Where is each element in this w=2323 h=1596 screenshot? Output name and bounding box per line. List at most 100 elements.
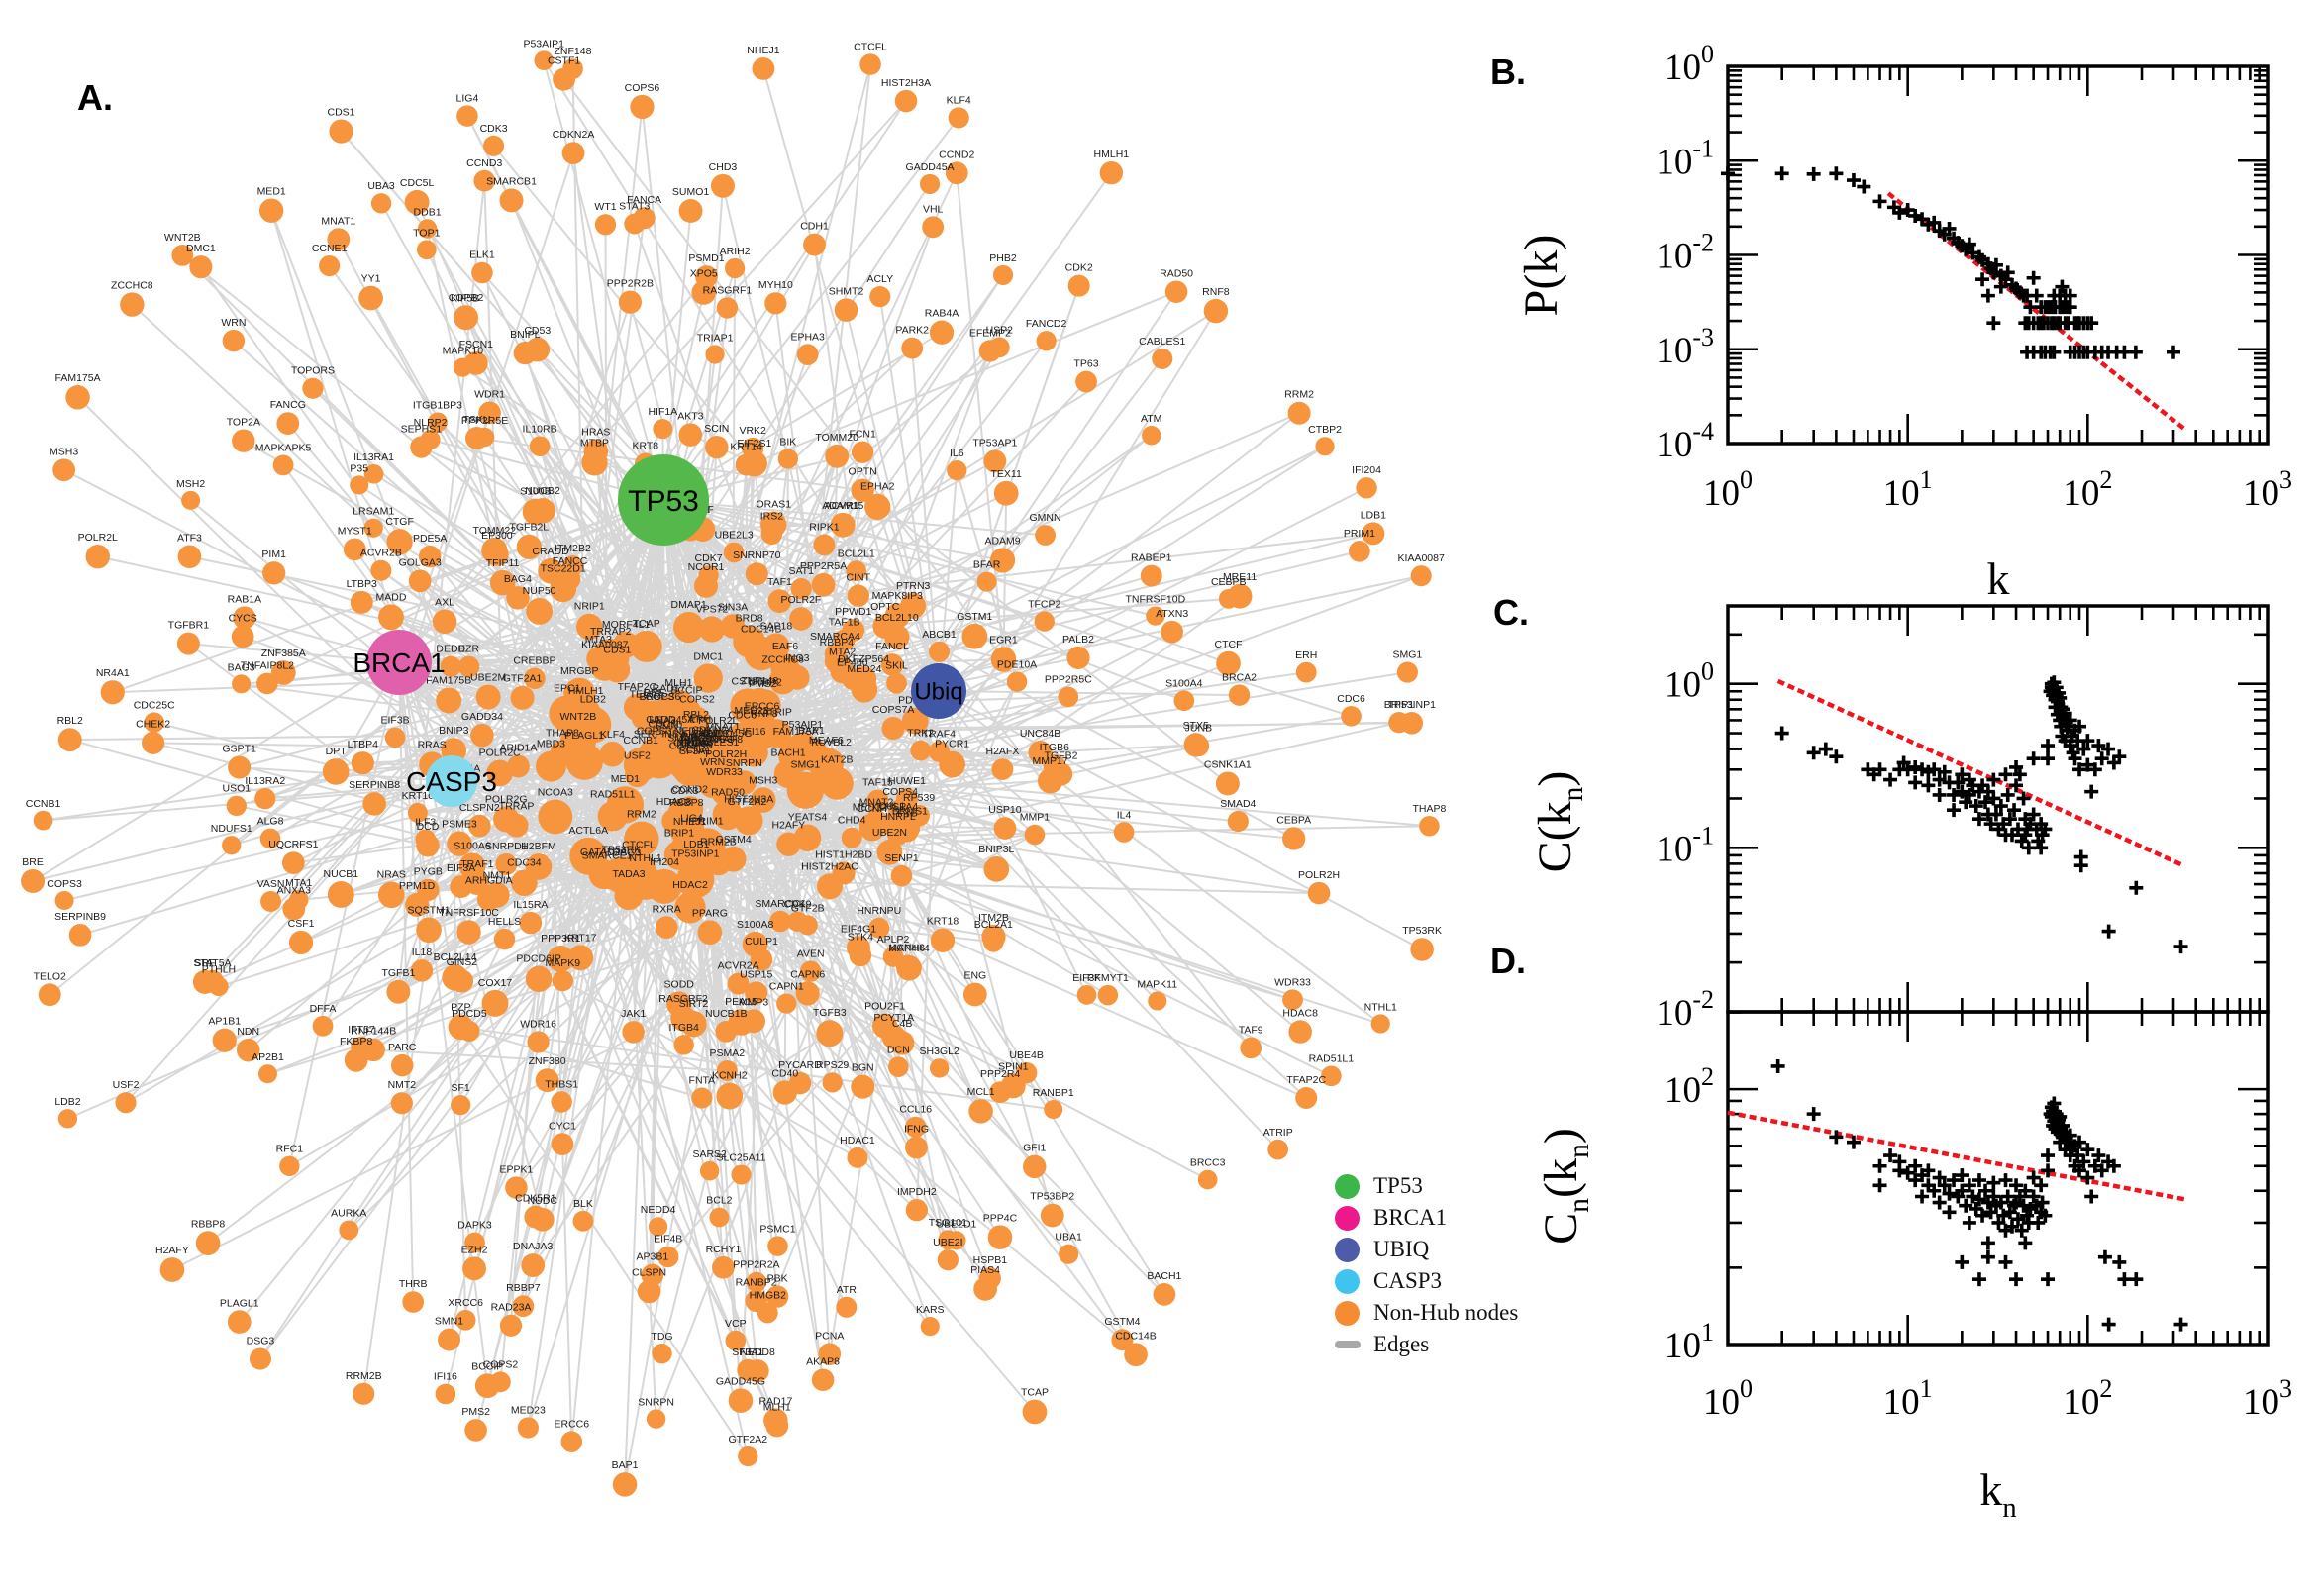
non-hub-node[interactable] (1295, 1086, 1318, 1109)
non-hub-node[interactable] (195, 1231, 221, 1255)
non-hub-node[interactable] (142, 731, 165, 754)
non-hub-node[interactable] (910, 740, 932, 761)
non-hub-node[interactable] (1140, 564, 1162, 587)
non-hub-node[interactable] (1216, 650, 1241, 676)
non-hub-node[interactable] (653, 419, 673, 440)
non-hub-node[interactable] (1035, 525, 1056, 546)
non-hub-node[interactable] (1410, 938, 1434, 961)
non-hub-node[interactable] (968, 1099, 993, 1124)
non-hub-node[interactable] (343, 538, 366, 561)
non-hub-node[interactable] (457, 655, 480, 678)
non-hub-node[interactable] (262, 561, 286, 585)
non-hub-node[interactable] (832, 861, 856, 885)
non-hub-node[interactable] (258, 198, 284, 223)
non-hub-node[interactable] (859, 53, 881, 75)
non-hub-node[interactable] (657, 1246, 679, 1268)
non-hub-node[interactable] (1111, 1329, 1134, 1351)
non-hub-node[interactable] (370, 193, 392, 214)
non-hub-node[interactable] (731, 1164, 752, 1185)
non-hub-node[interactable] (1024, 824, 1046, 846)
non-hub-node[interactable] (68, 924, 92, 947)
non-hub-node[interactable] (416, 240, 437, 260)
non-hub-node[interactable] (930, 928, 956, 952)
non-hub-node[interactable] (1059, 1244, 1079, 1264)
non-hub-node[interactable] (631, 701, 661, 732)
non-hub-node[interactable] (767, 589, 792, 614)
non-hub-node[interactable] (723, 542, 745, 563)
non-hub-node[interactable] (871, 1013, 898, 1039)
non-hub-node[interactable] (339, 1220, 359, 1241)
non-hub-node[interactable] (478, 401, 501, 425)
non-hub-node[interactable] (1356, 477, 1377, 499)
non-hub-node[interactable] (745, 562, 768, 586)
non-hub-node[interactable] (622, 1021, 645, 1044)
non-hub-node[interactable] (1295, 661, 1317, 683)
non-hub-node[interactable] (945, 161, 968, 185)
non-hub-node[interactable] (464, 1232, 485, 1253)
non-hub-node[interactable] (905, 1116, 927, 1138)
non-hub-node[interactable] (648, 1217, 668, 1237)
non-hub-node[interactable] (254, 788, 276, 810)
non-hub-node[interactable] (789, 607, 813, 631)
non-hub-node[interactable] (427, 412, 448, 433)
non-hub-node[interactable] (673, 1035, 694, 1055)
non-hub-node[interactable] (410, 959, 434, 982)
non-hub-node[interactable] (259, 828, 281, 849)
non-hub-node[interactable] (516, 534, 542, 560)
non-hub-node[interactable] (353, 1382, 375, 1405)
non-hub-node[interactable] (1227, 810, 1249, 833)
non-hub-node[interactable] (361, 1038, 385, 1062)
non-hub-node[interactable] (1067, 274, 1090, 297)
non-hub-node[interactable] (868, 917, 890, 939)
non-hub-node[interactable] (378, 604, 404, 631)
non-hub-node[interactable] (744, 636, 779, 671)
non-hub-node[interactable] (436, 687, 462, 714)
non-hub-node[interactable] (447, 831, 472, 856)
non-hub-node[interactable] (272, 454, 294, 476)
non-hub-node[interactable] (456, 105, 478, 127)
non-hub-node[interactable] (57, 1109, 78, 1129)
non-hub-node[interactable] (746, 1271, 767, 1293)
non-hub-node[interactable] (583, 439, 609, 464)
non-hub-node[interactable] (547, 945, 574, 972)
non-hub-node[interactable] (1148, 991, 1167, 1011)
non-hub-node[interactable] (1321, 1065, 1342, 1087)
non-hub-node[interactable] (407, 802, 428, 823)
non-hub-node[interactable] (351, 751, 374, 775)
non-hub-node[interactable] (370, 559, 392, 581)
non-hub-node[interactable] (705, 746, 739, 779)
non-hub-node[interactable] (794, 738, 829, 771)
non-hub-node[interactable] (993, 480, 1019, 506)
non-hub-node[interactable] (825, 444, 850, 468)
non-hub-node[interactable] (454, 1309, 476, 1331)
non-hub-node[interactable] (377, 881, 405, 909)
non-hub-node[interactable] (889, 1031, 915, 1055)
non-hub-node[interactable] (1197, 1169, 1218, 1190)
non-hub-node[interactable] (525, 853, 553, 880)
non-hub-node[interactable] (811, 572, 836, 597)
non-hub-node[interactable] (1075, 370, 1097, 393)
non-hub-node[interactable] (705, 435, 729, 459)
non-hub-node[interactable] (1215, 771, 1240, 796)
hub-casp3[interactable] (426, 755, 477, 807)
non-hub-node[interactable] (1066, 646, 1090, 670)
non-hub-node[interactable] (742, 437, 764, 459)
non-hub-node[interactable] (249, 1347, 271, 1370)
non-hub-node[interactable] (475, 684, 501, 710)
non-hub-node[interactable] (1164, 280, 1188, 303)
non-hub-node[interactable] (467, 814, 491, 838)
non-hub-node[interactable] (525, 337, 551, 362)
non-hub-node[interactable] (888, 799, 913, 824)
non-hub-node[interactable] (760, 511, 787, 538)
non-hub-node[interactable] (799, 960, 822, 982)
non-hub-node[interactable] (630, 630, 662, 663)
hub-brca1[interactable] (366, 630, 432, 695)
non-hub-node[interactable] (1099, 160, 1124, 185)
non-hub-node[interactable] (1282, 989, 1303, 1011)
non-hub-node[interactable] (813, 534, 836, 556)
non-hub-node[interactable] (884, 624, 910, 649)
non-hub-node[interactable] (679, 825, 704, 850)
non-hub-node[interactable] (200, 969, 225, 993)
non-hub-node[interactable] (776, 993, 797, 1014)
non-hub-node[interactable] (1036, 331, 1057, 351)
